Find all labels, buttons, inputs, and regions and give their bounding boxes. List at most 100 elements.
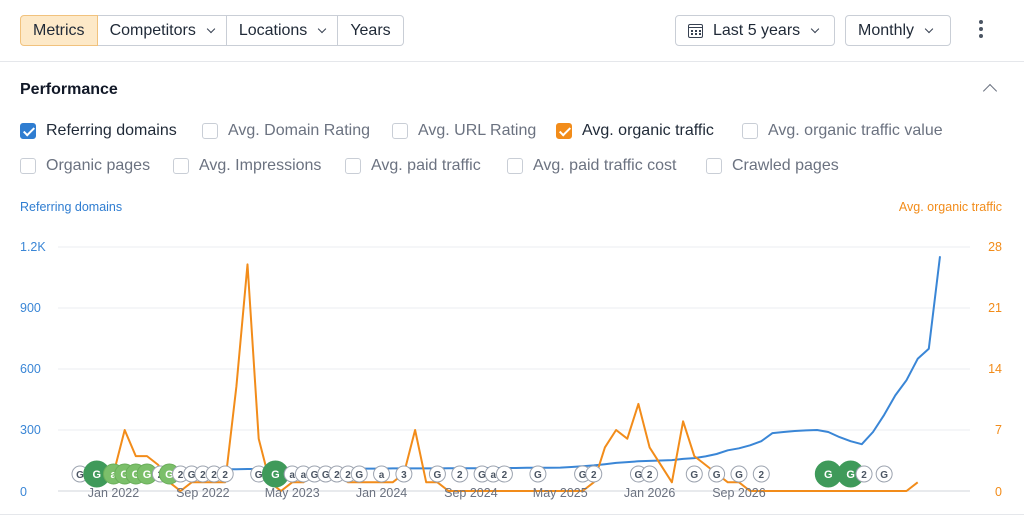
annotation-marker-label: G [846,469,855,481]
annotation-marker [428,465,446,483]
left-tick-label: 900 [20,301,41,315]
checkbox-icon[interactable] [706,158,722,174]
checkbox-icon[interactable] [392,123,408,139]
x-tick-label: Sep 2022 [176,486,230,500]
annotation-marker-label: 2 [334,470,340,481]
interval-dropdown[interactable]: Monthly [845,15,951,46]
x-tick-label: Sep 2026 [712,486,766,500]
tab-competitors-label: Competitors [109,21,196,39]
right-axis-title: Avg. organic traffic [898,200,1002,214]
checkbox-icon[interactable] [20,158,36,174]
checkbox-icon[interactable] [173,158,189,174]
annotation-marker-label: 3 [401,470,407,481]
x-tick-label: Jan 2024 [356,486,407,500]
tab-locations-label: Locations [238,21,308,39]
annotation-marker [350,465,368,483]
chevron-up-icon[interactable] [982,83,998,99]
metric-avg-paid-traffic[interactable]: Avg. paid traffic [345,157,481,175]
metric-avg-impressions[interactable]: Avg. Impressions [173,157,321,175]
tab-metrics-label: Metrics [33,21,85,39]
more-vertical-icon[interactable] [975,20,987,42]
metric-avg-domain-rating[interactable]: Avg. Domain Rating [202,122,370,140]
annotation-marker-label: a [289,470,295,481]
annotation-marker-label: G [880,470,888,481]
annotation-marker [395,465,413,483]
referring-domains-line [79,256,941,472]
divider [0,514,1024,515]
annotation-marker-label: G [478,470,486,481]
x-tick-label: Jan 2022 [88,486,139,500]
annotation-marker-label: G [143,469,152,481]
annotation-marker-label: 2 [647,470,653,481]
left-axis-title: Referring domains [20,200,123,214]
annotation-marker-label: G [635,470,643,481]
tab-metrics[interactable]: Metrics [20,15,98,46]
metric-label: Avg. Domain Rating [228,122,370,139]
checkbox-icon[interactable] [345,158,361,174]
annotation-marker-label: 2 [345,470,351,481]
right-tick-label: 0 [995,485,1002,499]
metric-label: Avg. organic traffic [582,122,714,139]
tab-locations[interactable]: Locations [226,15,339,46]
annotation-marker-label: G [188,470,196,481]
checkbox-icon[interactable] [202,123,218,139]
organic-traffic-line [79,263,919,492]
annotation-marker-label: 2 [457,470,463,481]
checkbox-checked-icon[interactable] [20,123,36,139]
annotation-marker-label: G [76,470,84,481]
date-range-dropdown[interactable]: Last 5 years [675,15,835,46]
tab-competitors[interactable]: Competitors [97,15,227,46]
view-tabs: Metrics Competitors Locations Years [20,15,404,46]
metric-crawled-pages[interactable]: Crawled pages [706,157,839,175]
annotation-marker [875,465,893,483]
metric-avg-paid-traffic-cost[interactable]: Avg. paid traffic cost [507,157,676,175]
metric-label: Organic pages [46,157,151,174]
annotation-marker [752,465,770,483]
annotation-marker [529,465,547,483]
annotation-marker-label: a [490,470,496,481]
annotation-marker-label: G [271,469,280,481]
annotation-marker-label: G [322,470,330,481]
right-tick-label: 7 [995,423,1002,437]
metric-organic-pages[interactable]: Organic pages [20,157,150,175]
x-tick-label: Jan 2026 [624,486,675,500]
annotation-marker-label: G [434,470,442,481]
left-tick-label: 300 [20,423,41,437]
metric-label: Avg. Impressions [199,157,322,174]
checkbox-checked-icon[interactable] [556,123,572,139]
metric-avg-organic-traffic-value[interactable]: Avg. organic traffic value [742,122,943,140]
right-tick-label: 28 [988,240,1002,254]
annotation-marker-label: G [735,470,743,481]
annotation-marker-label: G [355,470,363,481]
chart-toolbar: Metrics Competitors Locations Years Last… [0,0,1024,62]
annotation-marker-label: 2 [502,470,508,481]
x-tick-label: May 2023 [265,486,320,500]
annotation-marker-label: a [110,469,117,481]
annotation-marker-label: a [379,470,385,481]
annotation-marker [373,465,391,483]
metric-referring-domains[interactable]: Referring domains [20,122,177,140]
left-tick-label: 0 [20,485,27,499]
chevron-down-icon [810,24,820,33]
tab-years[interactable]: Years [338,15,404,46]
annotation-marker-label: a [301,470,307,481]
chevron-down-icon [924,24,934,33]
checkbox-icon[interactable] [742,123,758,139]
annotation-marker-label: 2 [591,470,597,481]
annotation-marker-label: 2 [861,470,867,481]
metric-label: Avg. paid traffic cost [533,157,677,174]
date-range-label: Last 5 years [713,21,801,39]
metric-label: Referring domains [46,122,177,139]
calendar-icon [688,23,703,38]
annotation-marker-label: G [92,469,101,481]
left-tick-label: 600 [20,362,41,376]
annotation-marker-label: 2 [222,470,228,481]
checkbox-icon[interactable] [507,158,523,174]
metric-label: Avg. paid traffic [371,157,481,174]
annotation-marker-label: 2 [178,470,184,481]
metric-avg-url-rating[interactable]: Avg. URL Rating [392,122,536,140]
annotation-marker [708,465,726,483]
x-tick-label: May 2025 [533,486,588,500]
metric-avg-organic-traffic[interactable]: Avg. organic traffic [556,122,714,140]
performance-chart[interactable]: 03006009001.2K07142128GGaGGG2G2G222GGaaG… [0,225,1024,510]
